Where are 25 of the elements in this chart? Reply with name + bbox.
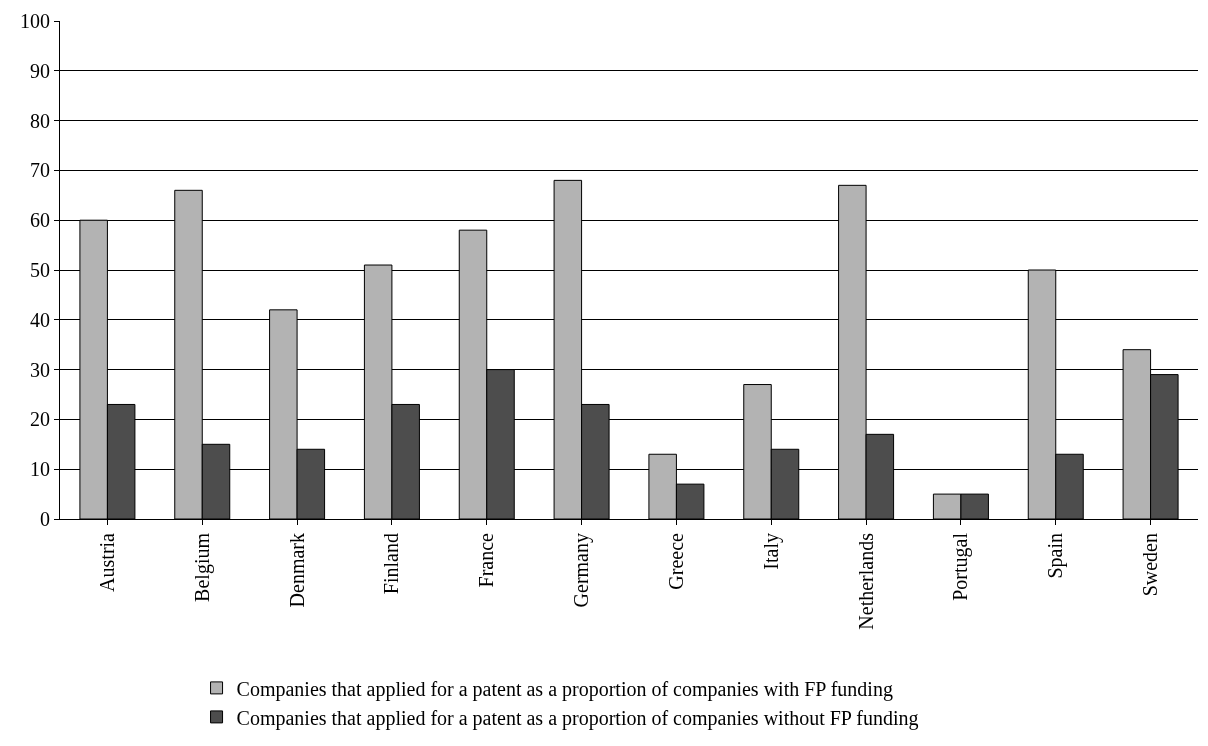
y-tick-label: 20 (30, 408, 50, 431)
y-tick-label: 40 (30, 308, 50, 331)
y-tick-label: 60 (30, 209, 50, 232)
y-tick-label: 50 (30, 259, 50, 281)
y-tick-label: 90 (30, 59, 50, 82)
legend-label: Companies that applied for a patent as a proportion of companies without FP funding (236, 706, 919, 730)
x-tick-label: Spain (1044, 533, 1068, 579)
x-tick-label: Belgium (190, 532, 214, 602)
y-tick-label: 0 (40, 508, 50, 530)
x-tick-label: Greece (664, 532, 687, 590)
legend-label: Companies that applied for a patent as a proportion of companies with FP funding (236, 677, 893, 701)
y-tick-label: 80 (30, 109, 50, 132)
x-tick-label: Netherlands (854, 532, 877, 630)
y-tick-label: 70 (30, 159, 50, 182)
y-tick-label: 100 (20, 10, 50, 32)
x-tick-label: France (475, 532, 498, 588)
x-tick-label: Portugal (949, 532, 973, 601)
x-tick-label: Finland (380, 533, 403, 595)
x-tick-label: Sweden (1139, 533, 1162, 597)
y-tick-label: 10 (30, 458, 50, 481)
x-tick-label: Italy (759, 533, 783, 570)
x-tick-label: Germany (570, 533, 594, 608)
x-tick-label: Denmark (285, 533, 308, 608)
y-tick-label: 30 (30, 358, 50, 381)
x-tick-label: Austria (95, 532, 118, 592)
